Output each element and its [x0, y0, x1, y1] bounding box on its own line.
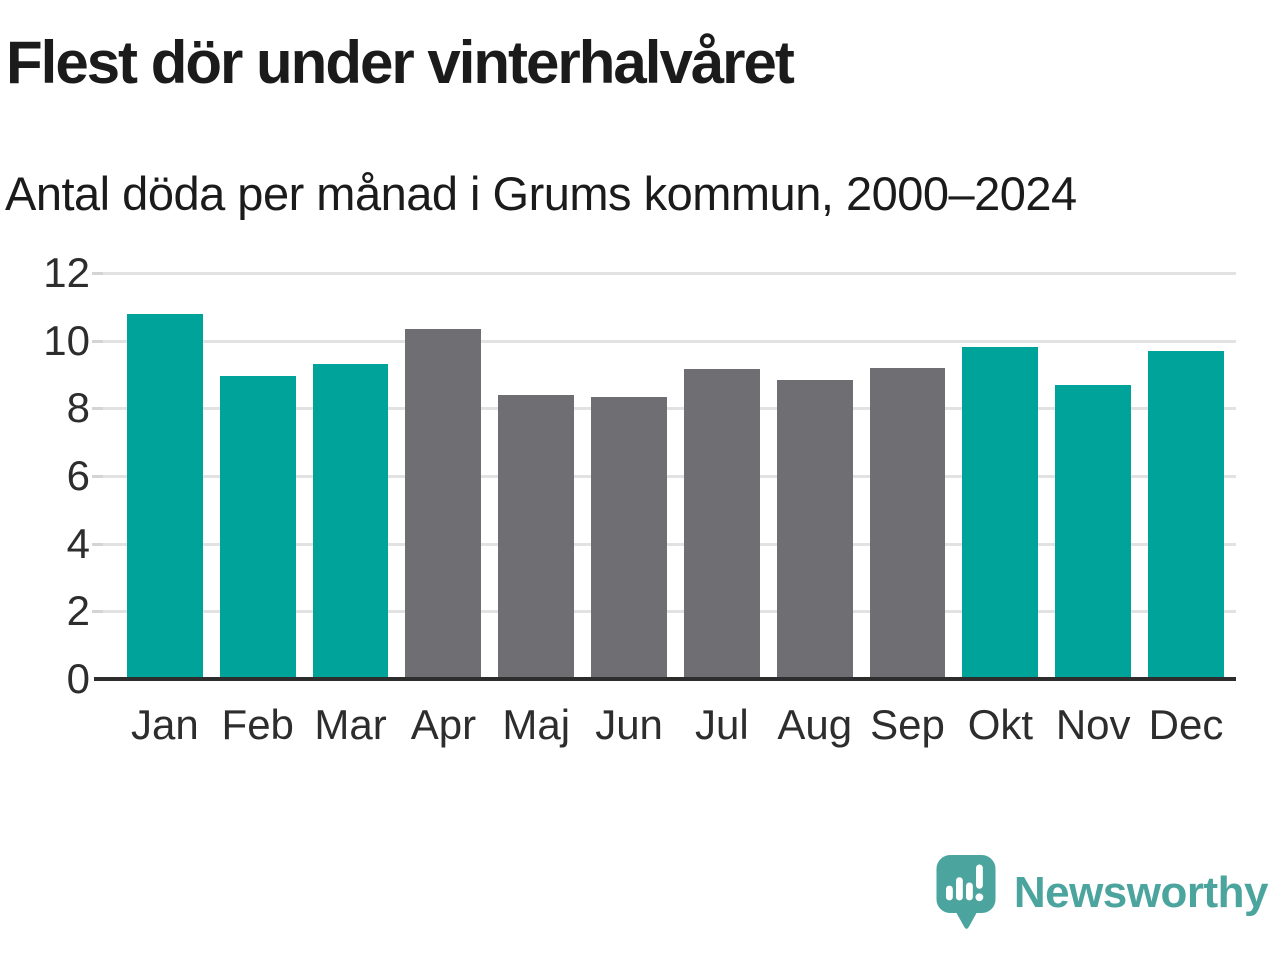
y-axis-label-4: 4 [66, 519, 90, 567]
x-axis-label-mar: Mar [314, 701, 387, 748]
x-axis-labels: Jan Feb Mar Apr Maj Jun Jul Aug Sep Okt Nov Dec [103, 700, 1236, 750]
y-tick-2 [92, 610, 103, 614]
y-tick-12 [92, 272, 103, 275]
x-axis-label-aug: Aug [777, 701, 853, 748]
bar-feb [219, 376, 296, 679]
bar-okt [962, 347, 1039, 679]
y-tick-4 [92, 542, 103, 546]
x-axis-label-sep: Sep [870, 701, 945, 748]
x-axis-label-feb: Feb [221, 701, 294, 748]
newsworthy-bubble-chart-icon [936, 855, 996, 929]
x-axis-label-nov: Nov [1055, 701, 1131, 748]
bar-aug [776, 379, 853, 679]
y-axis-label-12: 12 [43, 249, 90, 296]
bar-mar [312, 364, 389, 679]
y-axis-label-2: 2 [66, 587, 90, 635]
x-axis-line [94, 677, 1236, 681]
plot-area [103, 272, 1236, 679]
bar-apr [405, 328, 482, 679]
bar-nov [1055, 384, 1132, 679]
bar-maj [498, 394, 575, 679]
gridline-12 [103, 272, 1236, 275]
y-axis-label-6: 6 [66, 452, 90, 499]
y-tick-6 [92, 475, 103, 478]
bar-dec [1148, 350, 1224, 679]
gridline-10 [103, 339, 1236, 343]
x-axis-label-apr: Apr [410, 701, 477, 748]
y-axis-label-8: 8 [66, 384, 90, 432]
bar-jan [127, 313, 203, 679]
bars-row [103, 273, 1236, 679]
x-axis-label-maj: Maj [502, 701, 571, 748]
x-axis-label-jun: Jun [595, 701, 663, 748]
y-tick-8 [92, 407, 103, 411]
gridline-6 [103, 475, 1236, 478]
gridline-2 [103, 610, 1236, 614]
newsworthy-logo-text: Newsworthy [1013, 868, 1269, 917]
x-axis-label-jan: Jan [131, 701, 199, 748]
bar-jul [683, 369, 760, 679]
newsworthy-logo: Newsworthy [934, 854, 1269, 932]
chart-title: Flest dör under vinterhalvåret [6, 29, 795, 96]
gridline-4 [103, 542, 1236, 546]
y-tick-10 [92, 339, 103, 343]
x-axis-label-jul: Jul [695, 701, 749, 748]
y-axis-label-10: 10 [43, 316, 90, 364]
gridline-8 [103, 407, 1236, 411]
y-axis-label-0: 0 [66, 655, 90, 702]
x-axis-label-dec: Dec [1148, 701, 1224, 748]
x-axis-label-okt: Okt [967, 701, 1034, 748]
bar-jun [591, 396, 667, 679]
bar-sep [869, 367, 946, 679]
chart-subtitle: Antal döda per månad i Grums kommun, 200… [5, 167, 1077, 220]
